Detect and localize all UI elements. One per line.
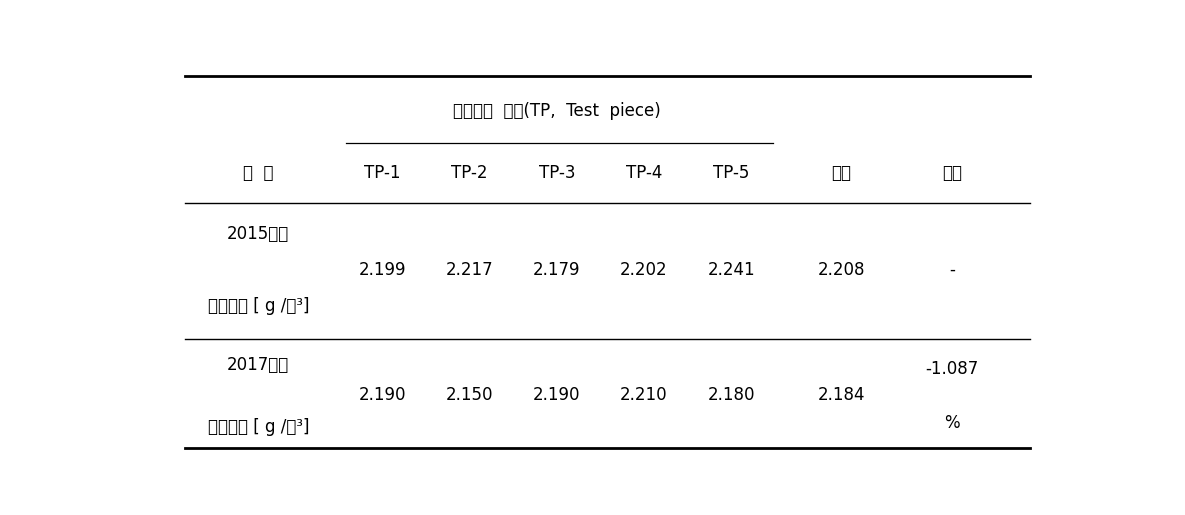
Text: 2.180: 2.180: [707, 386, 755, 404]
Text: TP-5: TP-5: [713, 164, 749, 182]
Text: 2.241: 2.241: [707, 261, 755, 279]
Text: 2017년도: 2017년도: [228, 356, 289, 374]
Text: 2.190: 2.190: [533, 386, 581, 404]
Text: -1.087: -1.087: [925, 360, 979, 378]
Text: 2.199: 2.199: [359, 261, 406, 279]
Text: 2.179: 2.179: [533, 261, 581, 279]
Text: 구  분: 구 분: [243, 164, 274, 182]
Text: 분석결과 [ g /㎝³]: 분석결과 [ g /㎝³]: [207, 418, 309, 436]
Text: -: -: [949, 261, 955, 279]
Text: 콘크리트  샘플(TP,  Test  piece): 콘크리트 샘플(TP, Test piece): [453, 102, 661, 121]
Text: 2015년도: 2015년도: [228, 225, 289, 243]
Text: 2.202: 2.202: [620, 261, 668, 279]
Text: 2.210: 2.210: [620, 386, 668, 404]
Text: 2.150: 2.150: [446, 386, 493, 404]
Text: %: %: [944, 414, 960, 432]
Text: TP-2: TP-2: [451, 164, 488, 182]
Text: 평균: 평균: [832, 164, 852, 182]
Text: 분석결과 [ g /㎝³]: 분석결과 [ g /㎝³]: [207, 297, 309, 315]
Text: 2.184: 2.184: [818, 386, 865, 404]
Text: TP-1: TP-1: [364, 164, 401, 182]
Text: TP-4: TP-4: [626, 164, 662, 182]
Text: TP-3: TP-3: [538, 164, 575, 182]
Text: 2.190: 2.190: [359, 386, 406, 404]
Text: 2.208: 2.208: [818, 261, 865, 279]
Text: 2.217: 2.217: [446, 261, 493, 279]
Text: 증감: 증감: [942, 164, 962, 182]
